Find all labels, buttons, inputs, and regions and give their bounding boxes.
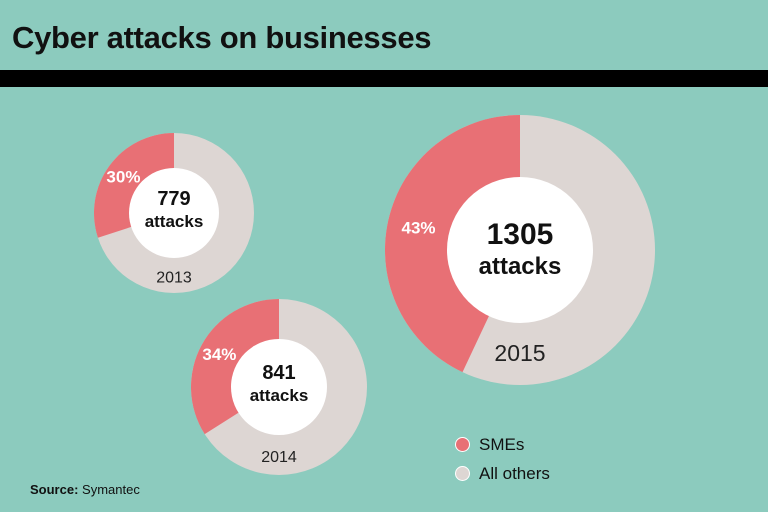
sme-percent-label-2014: 34% [202,345,236,364]
total-attacks-unit-2015: attacks [479,253,562,280]
total-attacks-value-2013: 779 [157,188,190,210]
source-note: Source: Symantec [30,482,140,497]
legend-swatch-smes [455,437,470,452]
donut-center-2013 [129,168,219,258]
total-attacks-unit-2013: attacks [145,212,204,231]
total-attacks-value-2015: 1305 [487,218,554,251]
legend: SMEs All others [455,430,550,488]
donut-center-2015 [447,177,593,323]
legend-item-smes: SMEs [455,430,550,459]
source-label: Source: [30,482,79,497]
year-label-2015: 2015 [494,340,545,366]
legend-label-all-others: All others [479,463,550,483]
legend-label-smes: SMEs [479,434,525,454]
donut-center-2014 [231,339,327,435]
source-name: Symantec [82,482,140,497]
title-underline-bar [0,70,768,87]
sme-percent-label-2013: 30% [106,167,140,186]
total-attacks-value-2014: 841 [262,362,295,384]
total-attacks-unit-2014: attacks [250,386,309,405]
legend-swatch-all-others [455,466,470,481]
legend-item-all-others: All others [455,459,550,488]
chart-title: Cyber attacks on businesses [12,20,432,55]
year-label-2014: 2014 [261,449,297,466]
year-label-2013: 2013 [156,270,192,287]
sme-percent-label-2015: 43% [401,218,435,237]
